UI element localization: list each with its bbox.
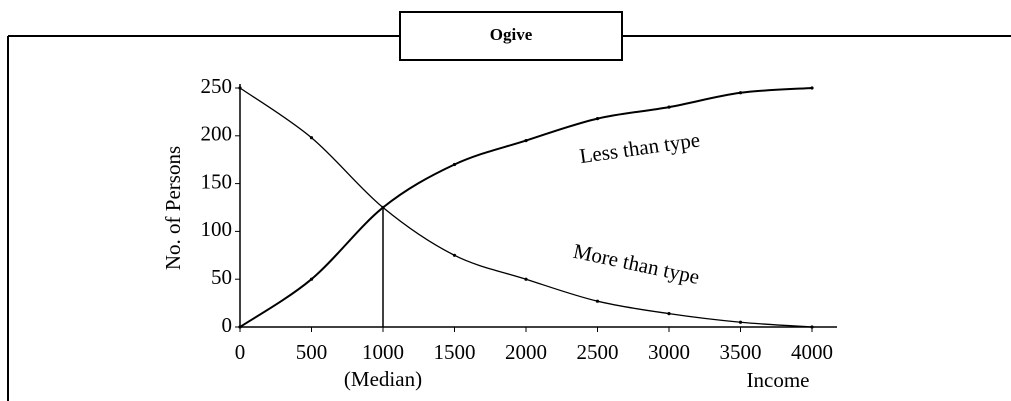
data-point: [452, 162, 457, 167]
title-box: [399, 11, 623, 61]
x-tick-label: 3500: [720, 340, 762, 364]
data-point: [238, 86, 242, 90]
data-point: [238, 325, 242, 329]
data-point: [309, 136, 314, 140]
data-point: [595, 116, 600, 121]
data-point: [452, 253, 457, 257]
data-point: [810, 325, 814, 329]
y-tick-label: 50: [211, 265, 232, 289]
series-label: Less than type: [578, 128, 701, 169]
data-point: [667, 105, 671, 109]
series-label: More than type: [571, 239, 701, 289]
data-point: [738, 320, 743, 324]
x-tick-label: 500: [296, 340, 328, 364]
x-tick-label: 3000: [648, 340, 690, 364]
data-point: [524, 277, 528, 281]
data-point: [810, 86, 814, 90]
x-tick-label: 0: [235, 340, 246, 364]
y-tick-label: 200: [201, 122, 233, 146]
x-tick-label: 2000: [505, 340, 547, 364]
median-label: (Median): [344, 367, 422, 391]
chart-title: Ogive: [490, 25, 533, 44]
y-tick-label: 150: [201, 169, 233, 193]
data-point: [738, 91, 743, 95]
x-tick-label: 1000: [362, 340, 404, 364]
y-tick-label: 100: [201, 217, 233, 241]
x-tick-label: 4000: [791, 340, 833, 364]
data-point: [309, 277, 314, 281]
x-axis-label: Income: [747, 368, 810, 392]
y-tick-label: 250: [201, 74, 233, 98]
series-line: [239, 87, 813, 328]
y-axis-label: No. of Persons: [161, 146, 185, 270]
x-tick-label: 2500: [577, 340, 619, 364]
series-line: [239, 87, 813, 328]
x-tick-label: 1500: [434, 340, 476, 364]
data-point: [595, 299, 600, 303]
y-tick-label: 0: [222, 313, 233, 337]
data-point: [524, 138, 528, 143]
data-point: [667, 312, 671, 316]
